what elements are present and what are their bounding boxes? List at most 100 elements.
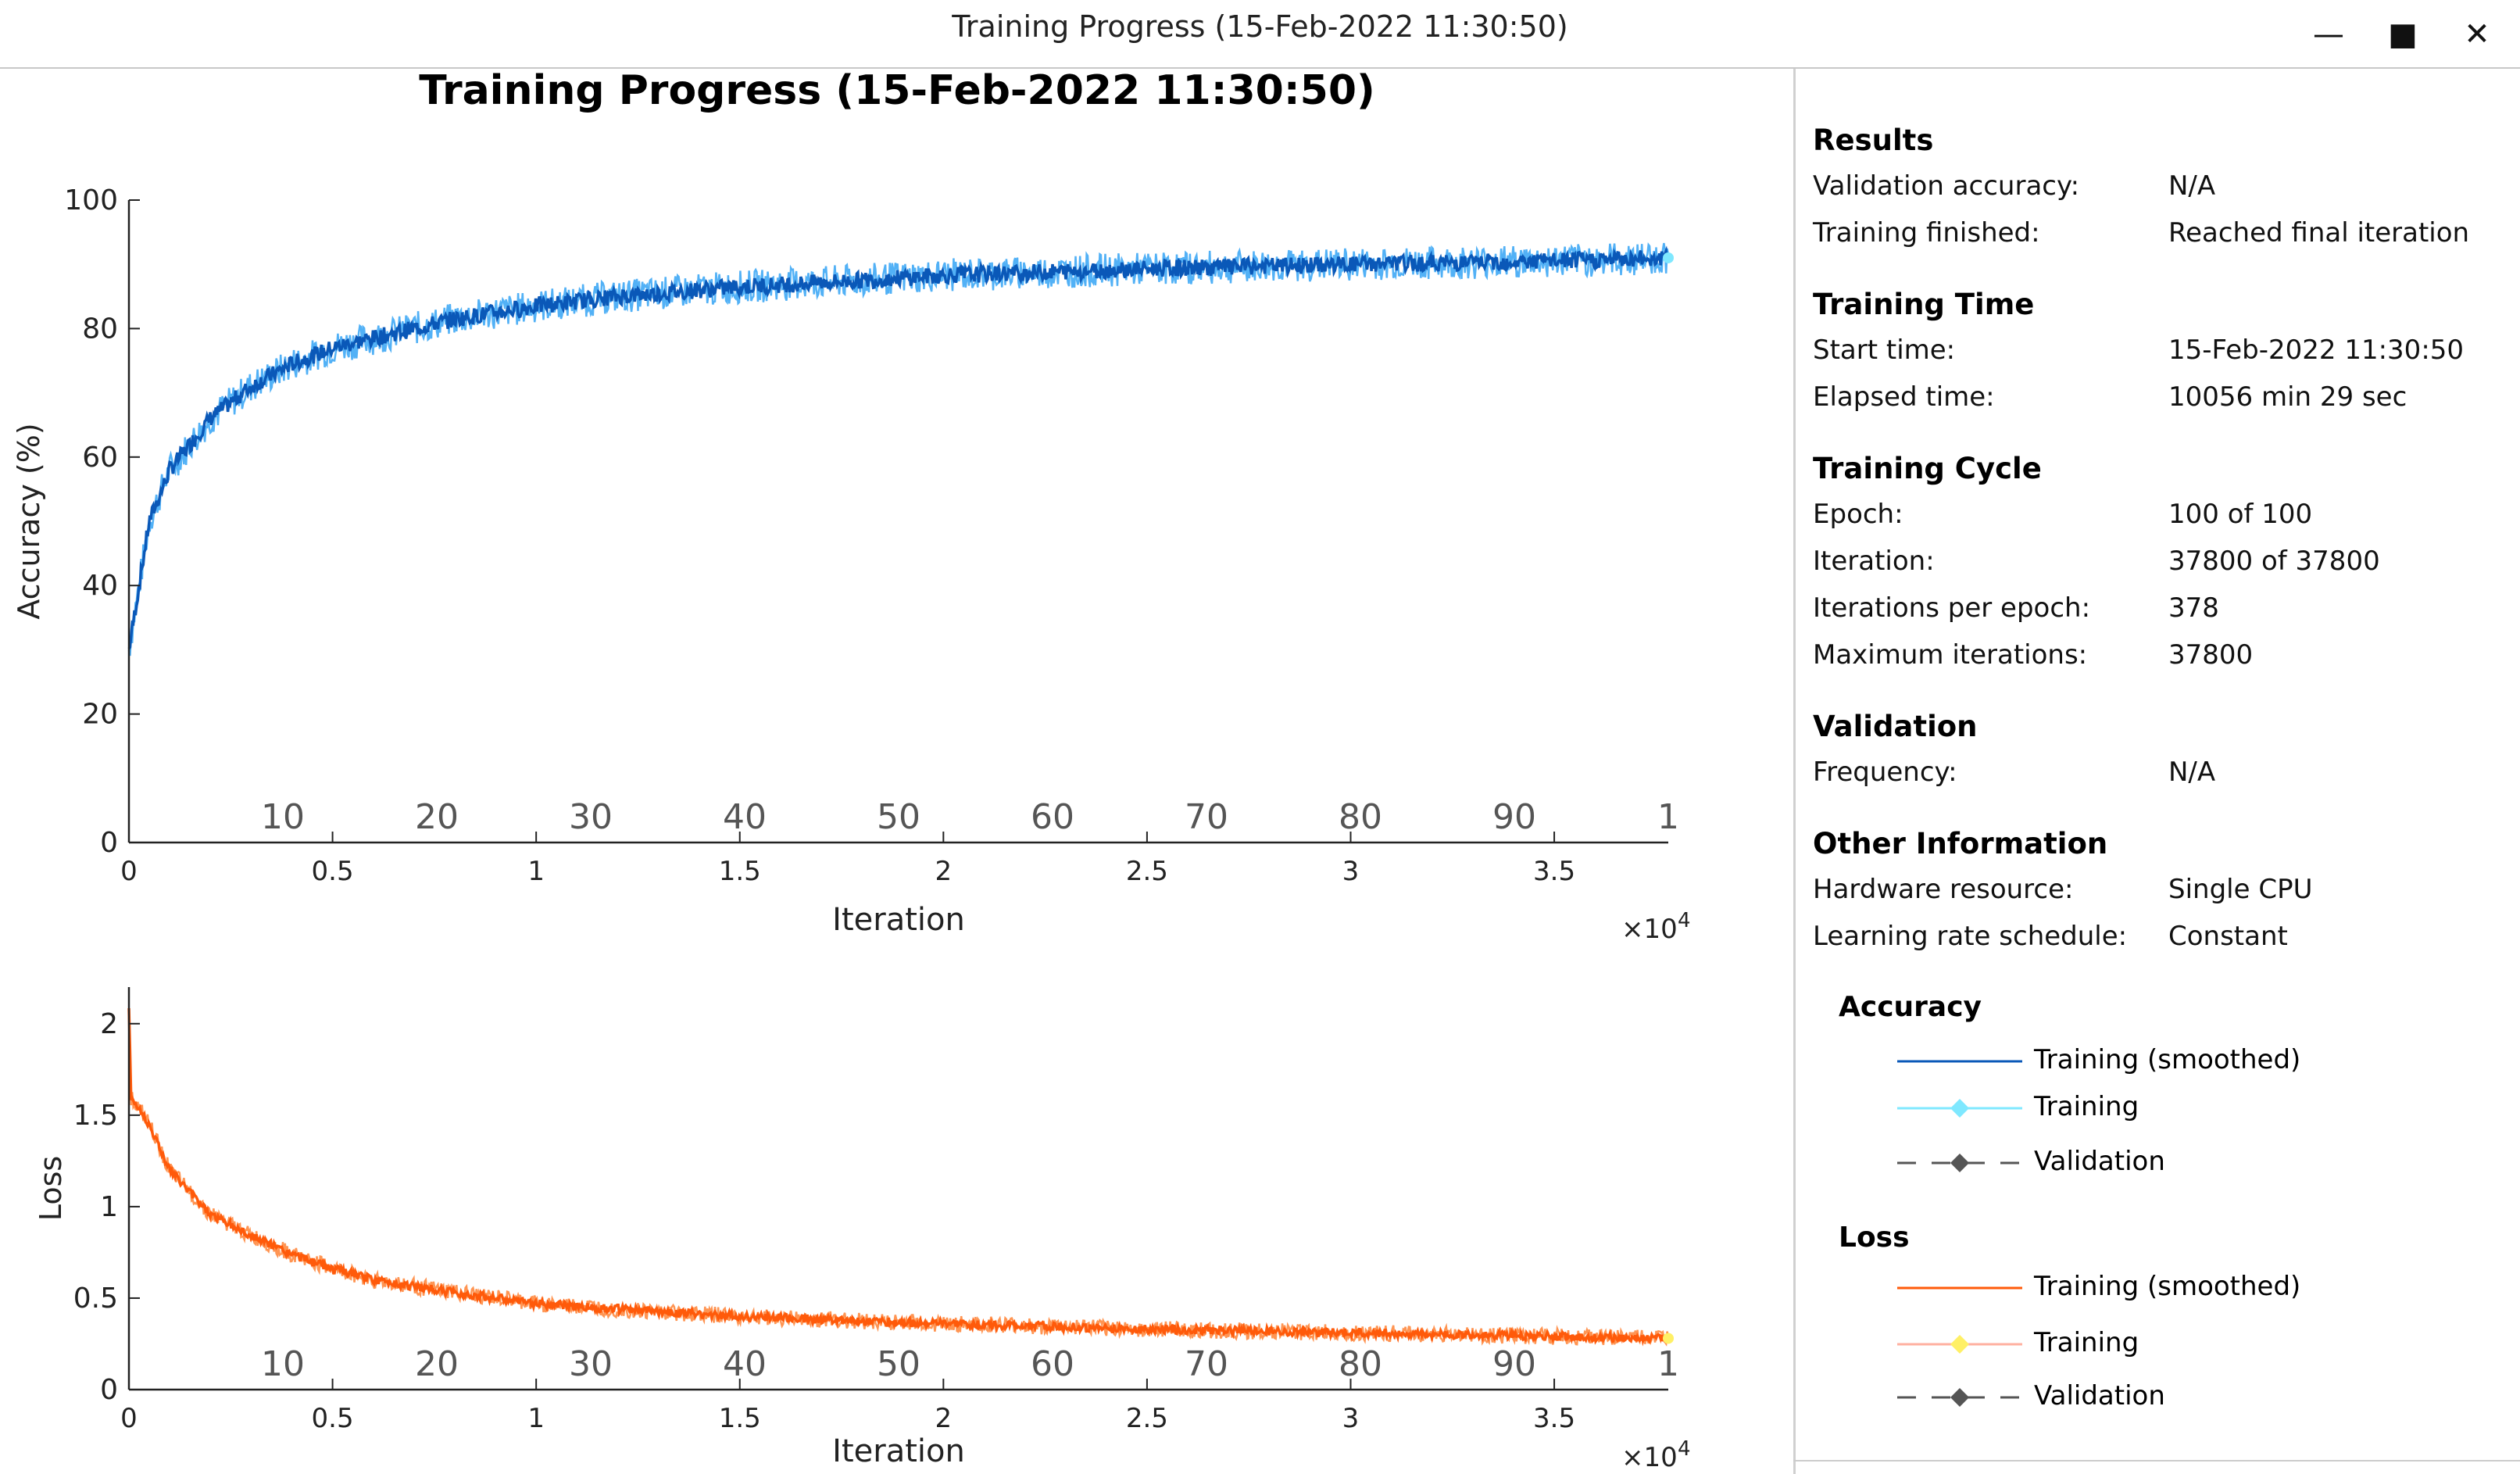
row-value: Single CPU [2168, 874, 2313, 905]
legend-label: Training [2034, 1091, 2139, 1122]
row-value: N/A [2168, 757, 2216, 788]
loss-training-raw-line [127, 1008, 1670, 1347]
epoch-label: 30 [569, 1344, 613, 1384]
x-tick-label: 0 [120, 1403, 138, 1434]
y-tick-label: 1.5 [73, 1100, 118, 1132]
x-tick-label: 3.5 [1533, 856, 1575, 887]
epoch-label: 80 [1339, 1344, 1382, 1384]
y-tick-label: 20 [82, 699, 118, 731]
epoch-label: 90 [1492, 1344, 1536, 1384]
row-label: Elapsed time: [1813, 381, 1995, 413]
row-value: 15-Feb-2022 11:30:50 [2168, 335, 2465, 366]
loss-y-axis-label: Loss [34, 1156, 68, 1221]
row-value: 100 of 100 [2168, 499, 2313, 530]
epoch-label: 1 [1657, 797, 1679, 837]
loss-final-point [1663, 1333, 1674, 1344]
loss-chart: 10 20 30 40 50 60 70 80 90 100.511.520 0.5 1 1.5 2 2.5… [34, 987, 1691, 1473]
legend-marker-icon [1897, 1335, 2022, 1354]
epoch-label: 70 [1185, 1344, 1228, 1384]
loss-legend-heading: Loss [1839, 1222, 1910, 1254]
x-tick-label: 2 [935, 1403, 953, 1434]
y-tick-label: 2 [100, 1008, 118, 1040]
epoch-label: 60 [1031, 1344, 1074, 1384]
x-tick-label: 1 [527, 856, 545, 887]
legend-marker-icon [1897, 1099, 2022, 1118]
x-tick-label: 2 [935, 856, 953, 887]
y-tick-label: 0 [100, 827, 118, 859]
epoch-label: 30 [569, 797, 613, 837]
accuracy-x-exponent-power: 4 [1678, 909, 1691, 932]
close-icon[interactable]: ✕ [2464, 16, 2490, 52]
x-tick-label: 2.5 [1126, 856, 1168, 887]
legend-dashed-marker-icon [1897, 1388, 2022, 1407]
row-value: N/A [2168, 170, 2216, 202]
accuracy-training-raw-line [127, 242, 1670, 657]
y-tick-label: 80 [82, 313, 118, 345]
x-tick-label: 1 [527, 1403, 545, 1434]
accuracy-legend-heading: Accuracy [1839, 991, 1982, 1023]
y-tick-label: 1 [100, 1191, 118, 1223]
row-label: Start time: [1813, 335, 1956, 366]
training-cycle-heading: Training Cycle [1813, 452, 2042, 485]
legend-dashed-marker-icon [1897, 1154, 2022, 1172]
row-label: Training finished: [1813, 217, 2040, 249]
loss-x-exponent-label: ×10 [1621, 1442, 1678, 1473]
row-value: 37800 [2168, 639, 2254, 671]
epoch-label: 1 [1657, 1344, 1679, 1384]
x-tick-label: 1.5 [719, 856, 761, 887]
row-label: Epoch: [1813, 499, 1903, 530]
x-tick-label: 0 [120, 856, 138, 887]
y-tick-label: 40 [82, 570, 118, 602]
y-tick-label: 0.5 [73, 1283, 118, 1315]
window-title: Training Progress (15-Feb-2022 11:30:50) [952, 9, 1568, 44]
x-tick-label: 1.5 [719, 1403, 761, 1434]
epoch-label: 10 [261, 797, 305, 837]
legend-label: Training (smoothed) [2034, 1271, 2301, 1302]
window-titlebar: Training Progress (15-Feb-2022 11:30:50)… [0, 0, 2520, 69]
row-label: Learning rate schedule: [1813, 921, 2128, 952]
row-value: 37800 of 37800 [2168, 546, 2380, 577]
row-value: 10056 min 29 sec [2168, 381, 2407, 413]
legend-line-icon [1897, 1286, 2022, 1290]
epoch-label: 70 [1185, 797, 1228, 837]
validation-heading: Validation [1813, 710, 1978, 743]
x-tick-label: 0.5 [312, 856, 354, 887]
training-time-heading: Training Time [1813, 288, 2035, 321]
results-heading: Results [1813, 123, 1934, 157]
legend-label: Training [2034, 1327, 2139, 1358]
row-value: Reached final iteration [2168, 217, 2470, 249]
x-tick-label: 3.5 [1533, 1403, 1575, 1434]
epoch-label: 40 [723, 1344, 767, 1384]
row-value: Constant [2168, 921, 2288, 952]
row-label: Iterations per epoch: [1813, 592, 2091, 624]
epoch-label: 60 [1031, 797, 1074, 837]
epoch-label: 20 [415, 797, 459, 837]
y-tick-label: 100 [64, 184, 118, 216]
row-label: Maximum iterations: [1813, 639, 2088, 671]
loss-training-smoothed-line [127, 1008, 1670, 1347]
x-tick-label: 3 [1342, 856, 1360, 887]
legend-label: Validation [2034, 1146, 2165, 1177]
chart-title: Training Progress (15-Feb-2022 11:30:50) [419, 69, 1375, 114]
charts-svg: Training Progress (15-Feb-2022 11:30:50)… [12, 69, 1691, 1473]
epoch-label: 50 [877, 797, 920, 837]
row-label: Frequency: [1813, 757, 1957, 788]
x-tick-label: 0.5 [312, 1403, 354, 1434]
plot-area: Training Progress (15-Feb-2022 11:30:50)… [0, 69, 1793, 1474]
maximize-icon[interactable]: ■ [2388, 16, 2418, 52]
epoch-label: 50 [877, 1344, 920, 1384]
epoch-label: 80 [1339, 797, 1382, 837]
minimize-icon[interactable]: — [2313, 16, 2344, 52]
info-panel: Results Validation accuracy: N/A Trainin… [1793, 69, 2520, 1474]
y-tick-label: 0 [100, 1374, 118, 1406]
panel-bottom-divider [1793, 1460, 2520, 1461]
accuracy-final-point [1663, 252, 1674, 263]
row-label: Validation accuracy: [1813, 170, 2080, 202]
accuracy-training-smoothed-line [127, 245, 1670, 650]
epoch-label: 10 [261, 1344, 305, 1384]
legend-label: Validation [2034, 1380, 2165, 1411]
accuracy-x-exponent-label: ×10 [1621, 914, 1678, 945]
row-label: Hardware resource: [1813, 874, 2074, 905]
y-tick-label: 60 [82, 442, 118, 474]
